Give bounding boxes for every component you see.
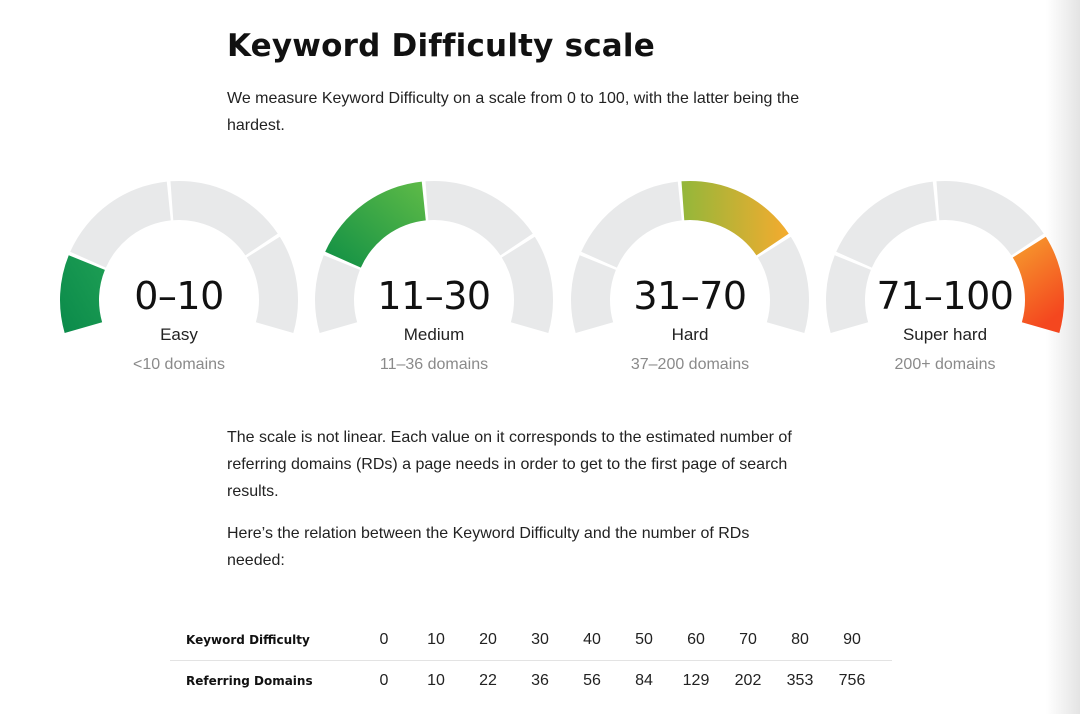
- table-cell: 202: [734, 672, 762, 689]
- table-cell: 84: [635, 672, 653, 689]
- table-cell: 90: [826, 620, 878, 661]
- gauge-hard-arc: [571, 180, 809, 333]
- gauge-track-segment: [315, 255, 360, 333]
- gauge-track-segment: [936, 180, 1044, 256]
- gauge-super-hard-arc: [826, 180, 1064, 333]
- gauge-super-hard: 71–100 Super hard 200+ domains: [822, 178, 1068, 378]
- table-cell: 756: [838, 672, 866, 689]
- gauge-easy: 0–10 Easy <10 domains: [56, 178, 302, 378]
- table-pad: [878, 661, 892, 702]
- gauge-track-segment: [246, 236, 298, 333]
- gauge-label: Easy: [160, 325, 198, 344]
- row-header: Keyword Difficulty: [170, 620, 358, 661]
- gauge-hard-active-segment: [681, 180, 789, 256]
- table-row: Keyword Difficulty 0 10 20 30 40 50 60 7…: [170, 620, 892, 661]
- table-cell: 50: [618, 620, 670, 661]
- kd-rd-table: Keyword Difficulty 0 10 20 30 40 50 60 7…: [170, 620, 892, 701]
- gauge-medium: 11–30 Medium 11–36 domains: [311, 178, 557, 378]
- table-cell: 56: [583, 672, 601, 689]
- gauge-domains: 200+ domains: [894, 356, 996, 373]
- gauge-range: 11–30: [377, 274, 491, 318]
- table-cell: 129: [682, 672, 710, 689]
- gauge-track-segment: [757, 236, 809, 333]
- gauge-track-segment: [170, 180, 278, 256]
- gauge-label: Medium: [403, 325, 465, 344]
- gauge-medium-arc: [315, 180, 553, 333]
- page-title: Keyword Difficulty scale: [227, 28, 655, 64]
- table-row: Referring Domains 0 10 22 36 56 84 129 2…: [170, 661, 892, 702]
- table-cell: 10: [427, 672, 445, 689]
- page-edge-shadow: [1046, 0, 1080, 714]
- table-cell: 0: [358, 620, 410, 661]
- gauge-domains: 37–200 domains: [630, 356, 750, 373]
- table-cell: 22: [479, 672, 497, 689]
- table-cell: 60: [670, 620, 722, 661]
- gauge-range: 0–10: [134, 274, 224, 318]
- gauge-medium-active-segment: [325, 181, 426, 268]
- gauge-track-segment: [581, 181, 682, 268]
- row-header: Referring Domains: [186, 674, 313, 688]
- gauge-track-segment: [836, 181, 937, 268]
- gauge-track-segment: [501, 236, 553, 333]
- table-cell: 10: [410, 620, 462, 661]
- gauge-track-segment: [425, 180, 533, 256]
- gauge-range: 71–100: [876, 274, 1014, 318]
- gauge-domains: 11–36 domains: [379, 356, 489, 373]
- table-pad: [878, 620, 892, 661]
- table-cell: 0: [379, 672, 389, 689]
- table-cell: 40: [566, 620, 618, 661]
- gauge-domains: <10 domains: [132, 356, 226, 373]
- relation-note: Here’s the relation between the Keyword …: [227, 525, 750, 569]
- gauge-label: Hard: [671, 325, 709, 344]
- table-cell: 70: [722, 620, 774, 661]
- gauge-easy-arc: [60, 180, 298, 333]
- table-cell: 80: [774, 620, 826, 661]
- gauge-super-hard-active-segment: [1012, 236, 1064, 333]
- nonlinear-note: The scale is not linear. Each value on i…: [227, 429, 792, 500]
- gauge-track-segment: [826, 255, 871, 333]
- gauge-range: 31–70: [633, 274, 747, 318]
- gauge-easy-active-segment: [60, 255, 105, 333]
- table-cell: 36: [531, 672, 549, 689]
- intro-text: We measure Keyword Difficulty on a scale…: [227, 90, 800, 134]
- table-cell: 353: [786, 672, 814, 689]
- gauge-track-segment: [70, 181, 171, 268]
- table-cell: 20: [462, 620, 514, 661]
- gauge-label: Super hard: [902, 325, 988, 344]
- table-cell: 30: [514, 620, 566, 661]
- gauge-hard: 31–70 Hard 37–200 domains: [567, 178, 813, 378]
- gauge-track-segment: [571, 255, 616, 333]
